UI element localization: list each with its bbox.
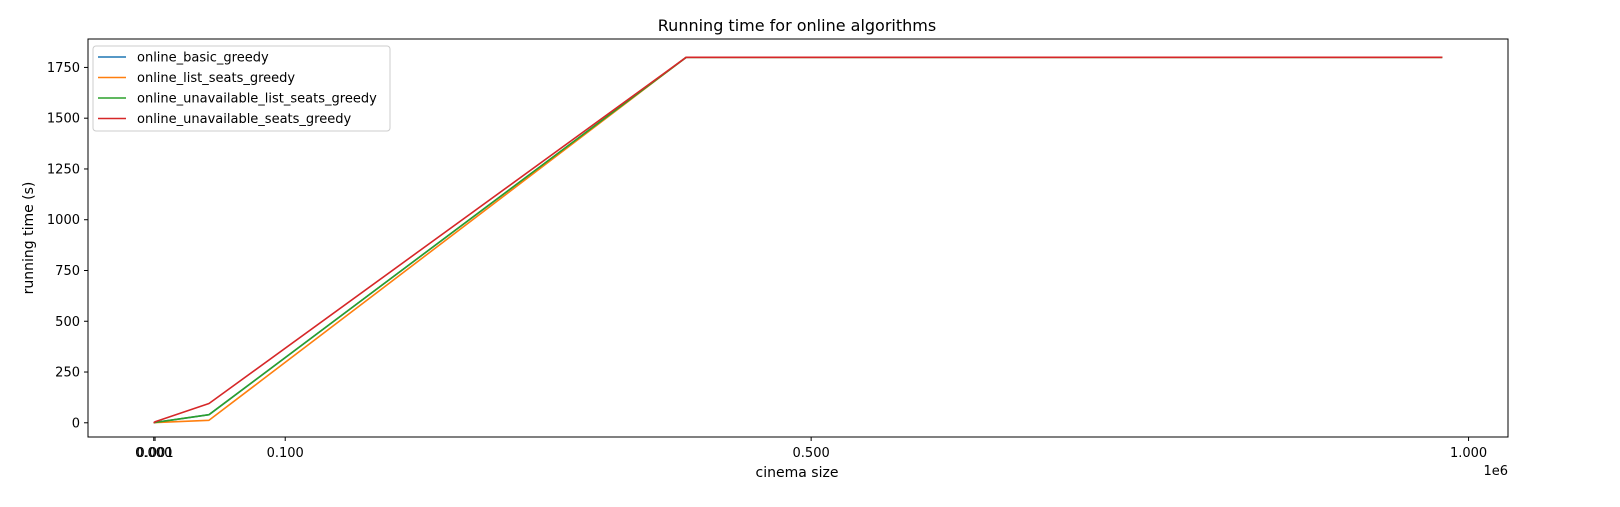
legend-label-online_list_seats_greedy: online_list_seats_greedy: [137, 71, 295, 86]
x-tick-label: 0.001: [136, 446, 173, 461]
plot-frame: [87, 38, 1509, 438]
legend-label-online_unavailable_list_seats_greedy: online_unavailable_list_seats_greedy: [137, 92, 377, 107]
x-tick-label: 0.000: [135, 446, 172, 461]
y-axis: 0 250 500 750 1000 1250 1500 1750: [47, 61, 88, 431]
x-tick-label: 1.000: [1450, 446, 1487, 461]
y-tick-label: 500: [55, 315, 80, 330]
chart-title: Running time for online algorithms: [658, 16, 936, 35]
plot-lines: [153, 56, 1443, 424]
y-tick-label: 1750: [47, 61, 80, 76]
x-axis-label: cinema size: [756, 465, 839, 481]
x-axis-offset-text: 1e6: [1483, 464, 1508, 479]
y-tick-label: 0: [72, 416, 80, 431]
series-line-online_unavailable_seats_greedy: [153, 56, 1443, 424]
legend: online_basic_greedy online_list_seats_gre…: [92, 45, 391, 132]
x-tick-label: 0.100: [267, 446, 304, 461]
y-tick-label: 750: [55, 264, 80, 279]
y-tick-label: 250: [55, 366, 80, 381]
legend-frame: [92, 45, 391, 132]
x-tick-label: 0.500: [793, 446, 830, 461]
legend-label-online_basic_greedy: online_basic_greedy: [137, 51, 269, 66]
y-tick-label: 1250: [47, 162, 80, 177]
y-axis-label: running time (s): [21, 182, 37, 295]
y-tick-label: 1000: [47, 213, 80, 228]
legend-label-online_unavailable_seats_greedy: online_unavailable_seats_greedy: [137, 112, 351, 127]
y-tick-label: 1500: [47, 112, 80, 127]
